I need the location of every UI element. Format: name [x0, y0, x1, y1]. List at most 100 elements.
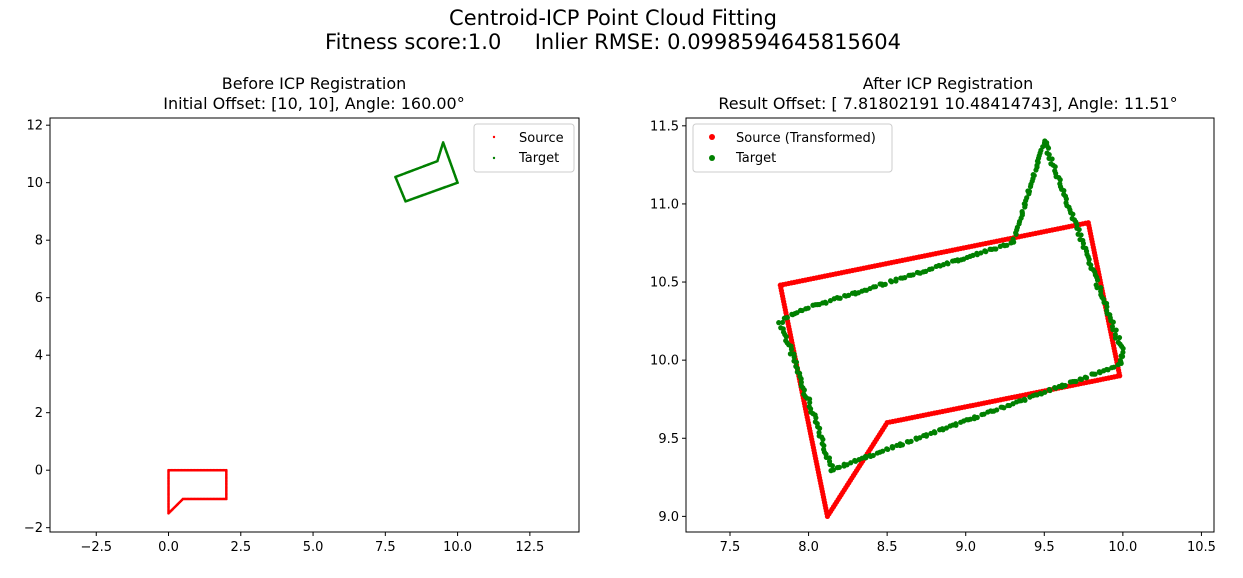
point-target — [1033, 167, 1039, 173]
y-tick-label: 10.5 — [650, 276, 679, 291]
point-target — [1074, 225, 1080, 231]
axis-ticks: 7.5 8.0 8.5 9.0 9.5 10.0 10.5 9.0 9.5 10.0 10.5 11.… — [650, 119, 1216, 555]
point-target — [779, 319, 786, 326]
point-source — [778, 285, 784, 291]
x-tick-label: −2.5 — [80, 540, 112, 555]
point-target — [906, 272, 912, 278]
y-tick-label: 0 — [35, 464, 43, 479]
point-target — [1104, 308, 1110, 314]
point-target — [1069, 215, 1075, 222]
point-target — [899, 442, 906, 448]
point-target — [1109, 324, 1116, 330]
point-target — [863, 455, 869, 461]
plot-points — [776, 138, 1126, 519]
chart-title: After ICP Registration — [863, 74, 1034, 93]
y-tick-label: 10 — [26, 176, 43, 191]
point-target — [1042, 389, 1048, 395]
legend-label-target: Target — [735, 151, 776, 166]
point-target — [1093, 282, 1099, 288]
point-target — [807, 399, 813, 406]
point-target — [1052, 168, 1058, 174]
point-target — [981, 411, 987, 417]
y-tick-label: 11.5 — [650, 119, 679, 134]
point-target — [788, 346, 795, 352]
point-target — [877, 281, 883, 287]
point-target — [801, 387, 807, 393]
point-target — [1077, 236, 1083, 243]
point-target — [830, 467, 837, 473]
point-target — [1022, 204, 1028, 210]
point-target — [1075, 231, 1081, 237]
legend-marker-source — [709, 134, 715, 140]
point-target — [914, 269, 920, 276]
point-target — [974, 414, 980, 421]
point-target — [949, 258, 956, 264]
point-target — [1111, 364, 1117, 370]
x-tick-label: 5.0 — [303, 540, 324, 555]
point-target — [1098, 285, 1104, 291]
point-target — [817, 425, 823, 431]
axes-frame — [685, 117, 1215, 533]
point-target — [794, 365, 801, 371]
plot-points — [167, 141, 459, 515]
chart-title: Before ICP Registration — [222, 74, 407, 93]
point-target — [791, 354, 797, 360]
x-tick-label: 9.0 — [955, 540, 976, 555]
point-target — [836, 464, 842, 470]
point-target — [982, 248, 988, 254]
point-target — [829, 463, 835, 469]
point-target — [967, 416, 974, 422]
point-target — [820, 436, 826, 443]
point-target — [1044, 150, 1050, 156]
point-target — [1112, 331, 1118, 338]
point-target — [870, 452, 876, 459]
point-target — [821, 443, 827, 449]
y-tick-label: 4 — [35, 349, 43, 364]
point-target — [810, 302, 816, 308]
legend-label-target: Target — [518, 151, 559, 166]
point-target — [1120, 349, 1126, 355]
legend-marker-target — [709, 155, 715, 161]
point-target — [1098, 288, 1104, 294]
x-tick-label: 0.0 — [158, 540, 179, 555]
point-target — [1026, 191, 1032, 197]
point-target — [926, 266, 933, 273]
x-tick-label: 9.5 — [1034, 540, 1055, 555]
point-target — [1115, 339, 1121, 345]
point-target — [893, 276, 899, 282]
point-target — [1061, 191, 1067, 197]
x-tick-label: 2.5 — [230, 540, 251, 555]
point-target — [1047, 387, 1053, 394]
point-target — [880, 448, 886, 454]
point-target — [994, 407, 1000, 413]
legend-box — [473, 123, 575, 173]
legend-box — [692, 123, 893, 173]
figure-title: Centroid-ICP Point Cloud Fitting — [449, 6, 777, 30]
point-target — [1078, 376, 1085, 383]
point-target — [888, 278, 894, 284]
point-target — [1027, 183, 1034, 190]
point-target — [781, 315, 787, 321]
x-tick-label: 12.5 — [515, 540, 544, 555]
figure-subtitle: Fitness score:1.0 Inlier RMSE: 0.0998594… — [325, 30, 901, 54]
point-target — [776, 320, 782, 326]
axis-ticks: −2.5 0.0 2.5 5.0 7.5 10.0 12.5 −2 0 2 4 6 8 10 12 — [24, 119, 545, 555]
chart-before-icp: Before ICP Registration Initial Offset: … — [24, 74, 580, 555]
point-target — [848, 460, 854, 466]
point-target — [849, 290, 856, 296]
point-target — [1117, 357, 1123, 364]
legend: Source Target — [473, 123, 575, 173]
y-tick-label: 6 — [35, 291, 43, 306]
point-target — [1008, 240, 1014, 246]
point-target — [890, 445, 896, 451]
y-tick-label: 9.0 — [658, 510, 679, 525]
x-tick-label: 7.5 — [375, 540, 396, 555]
x-tick-label: 10.5 — [1187, 540, 1216, 555]
legend-label-source: Source (Transformed) — [736, 131, 876, 146]
legend-marker-target — [492, 156, 496, 160]
x-tick-label: 8.5 — [877, 540, 898, 555]
point-target — [885, 446, 891, 453]
point-target — [1046, 155, 1052, 162]
x-tick-label: 7.5 — [720, 540, 741, 555]
point-target — [1048, 161, 1054, 167]
